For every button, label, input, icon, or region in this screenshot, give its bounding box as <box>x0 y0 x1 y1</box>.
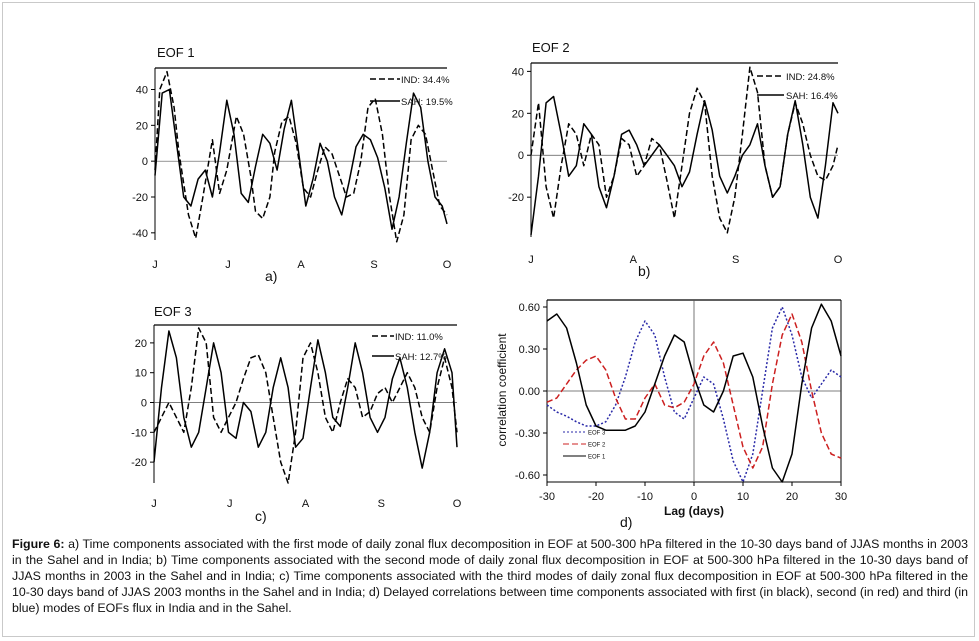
x-tick-label: 20 <box>786 491 798 503</box>
series-line <box>546 303 842 483</box>
y-tick-label: -10 <box>131 427 147 439</box>
y-tick-label: 0 <box>142 156 148 168</box>
figure-panels: -40 -20 0 20 40 J J A S O EOF 1 a) IND: 34.4% SAH: 19… <box>131 40 847 530</box>
x-tick-label: -20 <box>588 491 604 503</box>
chart-title: EOF 3 <box>154 304 192 319</box>
legend-label: EOF 3 <box>588 431 606 437</box>
chart-panel-1: -40 -20 0 20 40 J J A S O EOF 1 a) IND: 34.4% SAH: 19… <box>132 45 453 284</box>
x-tick-label: A <box>297 259 305 271</box>
y-tick-label: -20 <box>132 192 148 204</box>
x-tick-label: J <box>528 254 534 266</box>
y-tick-label: 40 <box>136 85 148 97</box>
y-tick-label: 0.00 <box>519 386 540 398</box>
x-axis-title: Lag (days) <box>664 504 724 518</box>
y-axis-title: correlation coefficient <box>495 333 509 447</box>
y-tick-label: 10 <box>135 368 147 380</box>
x-tick-label: J <box>227 498 233 510</box>
chart-title: EOF 2 <box>532 40 570 55</box>
series-line <box>530 95 839 235</box>
y-tick-label: 0 <box>141 398 147 410</box>
y-tick-label: 40 <box>512 66 524 78</box>
x-tick-label: O <box>443 259 452 271</box>
x-tick-label: S <box>732 254 739 266</box>
legend-label: IND: 24.8% <box>786 72 835 83</box>
legend-label: SAH: 12.7% <box>395 352 447 363</box>
x-tick-label: -30 <box>539 491 555 503</box>
x-tick-label: S <box>378 498 385 510</box>
legend-label: IND: 34.4% <box>401 75 450 86</box>
x-tick-label: 0 <box>691 491 697 503</box>
panel-label: b) <box>638 263 650 279</box>
y-tick-label: 20 <box>512 108 524 120</box>
x-tick-label: A <box>630 254 638 266</box>
legend-label: SAH: 16.4% <box>786 91 838 102</box>
figure-caption: Figure 6: a) Time components associated … <box>12 536 968 616</box>
x-tick-label: S <box>370 259 377 271</box>
panel-label: a) <box>265 268 277 284</box>
x-tick-label: J <box>151 498 157 510</box>
chart-panel-4: 0.60 0.30 0.00 -0.30 -0.60 -30 -20 -10 0 10 20 30 d)… <box>495 299 847 530</box>
x-tick-label: 30 <box>835 491 847 503</box>
y-tick-label: 0 <box>518 150 524 162</box>
y-tick-label: 0.60 <box>519 302 540 314</box>
panel-label: c) <box>255 508 267 524</box>
y-tick-label: -0.30 <box>515 428 540 440</box>
caption-text: a) Time components associated with the f… <box>12 537 968 615</box>
y-tick-label: 20 <box>135 338 147 350</box>
y-tick-label: -40 <box>132 228 148 240</box>
legend-label: SAH: 19.5% <box>401 97 453 108</box>
x-tick-label: J <box>225 259 231 271</box>
x-tick-label: O <box>834 254 843 266</box>
chart-panel-2: -20 0 20 40 J A S O EOF 2 b) IND: 24.8% SAH: 16.4% <box>508 40 843 279</box>
x-tick-label: 10 <box>737 491 749 503</box>
chart-title: EOF 1 <box>157 45 195 60</box>
legend-label: EOF 1 <box>588 455 606 461</box>
caption-label: Figure 6: <box>12 537 65 551</box>
legend-label: IND: 11.0% <box>395 332 443 343</box>
chart-panel-3: -20 -10 0 10 20 J J A S O EOF 3 c) IND: 11.0% SAH: 12… <box>131 304 462 524</box>
series-line <box>546 306 842 483</box>
series-line <box>153 330 458 469</box>
x-tick-label: J <box>152 259 158 271</box>
x-tick-label: -10 <box>637 491 653 503</box>
legend-label: EOF 2 <box>588 443 606 449</box>
series-line <box>154 88 448 231</box>
x-tick-label: A <box>302 498 310 510</box>
y-tick-label: -20 <box>131 457 147 469</box>
y-tick-label: -20 <box>508 192 524 204</box>
x-tick-label: O <box>453 498 462 510</box>
series-line <box>546 313 842 469</box>
y-tick-label: -0.60 <box>515 470 540 482</box>
y-tick-label: 0.30 <box>519 344 540 356</box>
series-line <box>153 327 458 484</box>
y-tick-label: 20 <box>136 120 148 132</box>
panel-label: d) <box>620 514 632 530</box>
